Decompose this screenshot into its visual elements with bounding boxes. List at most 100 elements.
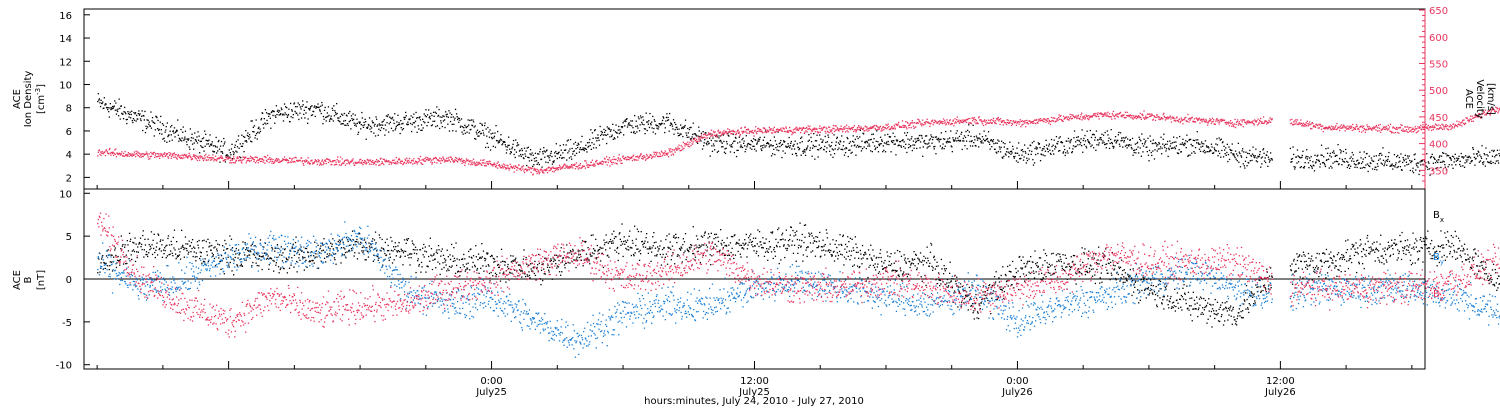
data-point (955, 122, 957, 124)
data-point (992, 119, 994, 121)
data-point (867, 130, 869, 132)
data-point (111, 108, 113, 110)
data-point (629, 124, 631, 126)
data-point (698, 140, 700, 142)
data-point (624, 119, 626, 121)
data-point (773, 136, 775, 138)
data-point (286, 159, 288, 161)
data-point (188, 146, 190, 148)
data-point (133, 112, 135, 114)
data-point (467, 119, 469, 121)
data-point (1409, 169, 1411, 172)
data-point (529, 153, 531, 155)
data-point (165, 155, 167, 157)
data-point (770, 128, 772, 130)
data-point (402, 128, 405, 130)
data-point (1316, 159, 1318, 161)
data-point (342, 114, 344, 116)
data-point (1342, 150, 1345, 153)
data-point (623, 120, 625, 122)
data-point (1421, 160, 1423, 163)
data-point (624, 125, 626, 127)
data-point (205, 153, 207, 156)
data-point (713, 145, 715, 147)
data-point (1201, 141, 1203, 143)
data-point (849, 128, 852, 131)
data-point (1427, 161, 1429, 163)
data-point (739, 135, 741, 137)
data-point (857, 129, 859, 131)
data-point (1030, 153, 1032, 155)
data-point (543, 172, 545, 174)
data-point (171, 153, 173, 156)
data-point (929, 138, 932, 140)
data-point (1044, 119, 1047, 121)
data-point (113, 106, 115, 108)
data-point (812, 128, 814, 130)
data-point (847, 155, 849, 158)
data-point (641, 121, 643, 124)
data-point (102, 152, 104, 155)
data-point (1475, 157, 1477, 160)
data-point (825, 127, 827, 129)
data-point (434, 161, 436, 163)
data-point (846, 136, 848, 139)
data-point (1261, 156, 1264, 158)
data-point (224, 141, 226, 143)
data-point (394, 129, 396, 131)
data-point (234, 144, 236, 146)
data-point (695, 134, 697, 136)
data-point (735, 132, 738, 135)
data-point (842, 131, 844, 133)
data-point (531, 159, 533, 161)
data-point (243, 156, 245, 158)
data-point (751, 129, 754, 132)
data-point (1130, 144, 1132, 146)
data-point (639, 154, 641, 157)
data-point (885, 142, 887, 145)
data-point (210, 157, 212, 159)
data-point (1060, 114, 1062, 117)
data-point (775, 128, 778, 131)
data-point (273, 162, 275, 164)
data-point (539, 171, 541, 173)
data-point (474, 125, 476, 127)
data-point (210, 159, 212, 161)
data-point (853, 125, 855, 127)
data-point (399, 162, 401, 164)
data-point (871, 126, 873, 128)
data-point (992, 117, 995, 119)
data-point (995, 122, 997, 125)
data-point (547, 167, 549, 169)
data-point (381, 121, 383, 123)
data-point (743, 140, 745, 142)
data-point (538, 173, 540, 175)
data-point (619, 129, 621, 131)
data-point (563, 163, 566, 165)
data-point (230, 162, 233, 164)
data-point (802, 126, 804, 129)
data-point (126, 122, 128, 125)
data-point (795, 127, 797, 129)
data-point (206, 159, 208, 161)
data-point (958, 135, 961, 138)
data-point (785, 127, 787, 129)
data-point (1001, 156, 1003, 158)
data-point (294, 110, 296, 113)
data-point (723, 140, 725, 143)
data-point (1163, 145, 1165, 147)
data-point (345, 114, 348, 116)
data-point (440, 120, 442, 122)
data-point (882, 145, 884, 147)
data-point (1190, 138, 1192, 141)
data-point (1445, 169, 1448, 171)
data-point (292, 114, 294, 116)
data-point (676, 128, 678, 130)
data-point (833, 128, 835, 130)
data-point (280, 107, 282, 109)
data-point (444, 126, 446, 129)
data-point (649, 154, 652, 156)
data-point (149, 157, 151, 160)
data-point (125, 154, 127, 156)
data-point (142, 153, 144, 155)
